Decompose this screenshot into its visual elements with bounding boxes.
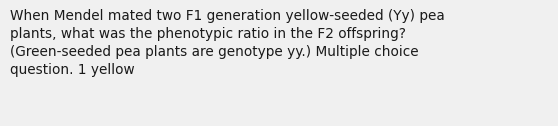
Text: When Mendel mated two F1 generation yellow-seeded (Yy) pea
plants, what was the : When Mendel mated two F1 generation yell… xyxy=(10,9,445,77)
